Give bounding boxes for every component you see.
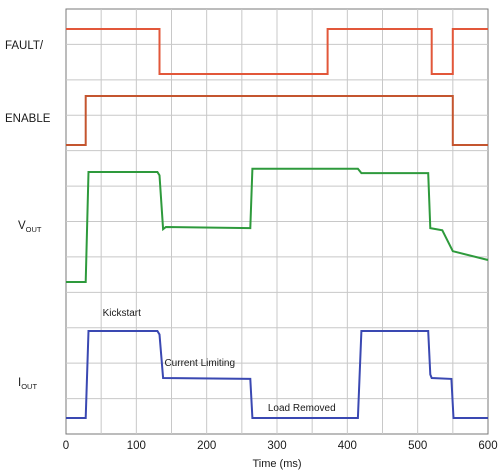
signal-label-enable: ENABLE: [5, 113, 51, 125]
x-tick-label: 0: [63, 440, 69, 452]
x-tick-label: 500: [408, 440, 427, 452]
x-tick-label: 100: [127, 440, 146, 452]
x-tick-label: 300: [267, 440, 286, 452]
trace-vout: [66, 167, 489, 283]
trace-iout: [66, 330, 488, 419]
trace-fault: [66, 28, 488, 75]
trace-enable: [66, 95, 488, 146]
x-axis-title: Time (ms): [252, 458, 301, 470]
annotation-label: Current Limiting: [164, 358, 235, 369]
x-tick-label: 200: [197, 440, 216, 452]
x-tick-labels: 0 100 200 300 400 500 600: [63, 440, 498, 452]
signal-labels: FAULT/ENABLE VOUT IOUT: [5, 40, 51, 391]
x-tick-label: 600: [478, 440, 497, 452]
traces: [66, 28, 489, 419]
signal-label-iout: IOUT: [18, 377, 37, 391]
annotation-label: Load Removed: [268, 403, 336, 414]
signal-label-vout: VOUT: [18, 220, 42, 234]
signal-label-fault: FAULT/: [5, 40, 44, 52]
x-tick-label: 400: [338, 440, 357, 452]
grid: [66, 9, 488, 434]
annotation-label: Kickstart: [103, 308, 142, 319]
annotations: Kickstart Current Limiting Load Removed: [103, 308, 336, 414]
